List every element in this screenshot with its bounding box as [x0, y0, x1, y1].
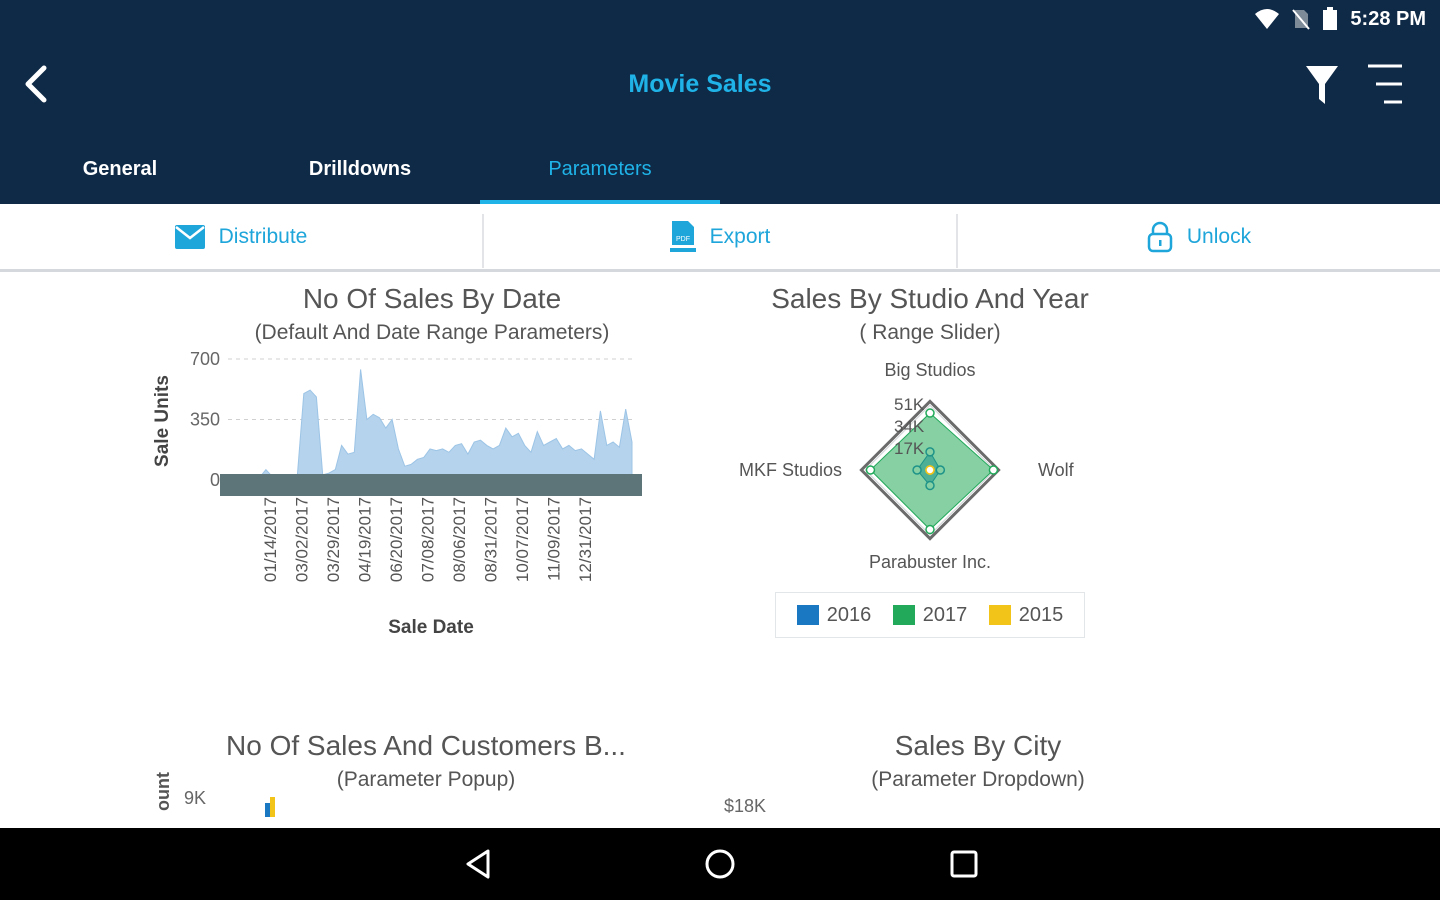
svg-text:PDF: PDF — [676, 236, 690, 243]
axis-label-big-studios: Big Studios — [884, 360, 975, 380]
sales-by-date-chart[interactable]: 700 350 0 01/14/2017 03/02/2017 03/29/2017 04/… — [140, 345, 660, 645]
tab-drilldowns[interactable]: Drilldowns — [308, 157, 412, 180]
bar-mark-icon — [265, 797, 275, 817]
axis-label-mkf-studios: MKF Studios — [739, 460, 842, 480]
axis-label-y: ount — [153, 772, 173, 811]
sales-by-studio-radar[interactable]: 51K 34K 17K Big Studios Wolf Parabuster Inc. M… — [710, 350, 1090, 580]
x-tick-label: 11/09/2017 — [545, 497, 564, 581]
pdf-file-icon: PDF — [669, 221, 696, 252]
axis-label-parabuster: Parabuster Inc. — [869, 552, 991, 572]
legend-swatch — [892, 605, 915, 625]
lock-icon — [1147, 221, 1173, 253]
legend-label: 2016 — [826, 603, 872, 626]
tab-general[interactable]: General — [82, 157, 158, 180]
unlock-button[interactable]: Unlock — [958, 204, 1440, 270]
y-tick-label: 350 — [190, 410, 220, 430]
home-icon[interactable] — [704, 848, 736, 880]
divider — [482, 214, 484, 268]
menu-icon[interactable] — [1364, 62, 1406, 106]
chart-subtitle: (Default And Date Range Parameters) — [254, 321, 610, 344]
x-tick-label: 01/14/2017 — [261, 497, 280, 582]
legend-item[interactable]: 2016 — [796, 603, 872, 627]
legend-item[interactable]: 2017 — [892, 603, 968, 627]
axis-label-wolf: Wolf — [1038, 460, 1075, 480]
chart-title: No Of Sales And Customers B... — [226, 730, 626, 761]
x-tick-label: 12/31/2017 — [576, 497, 595, 582]
x-tick-label: 07/08/2017 — [419, 497, 438, 582]
unlock-label: Unlock — [1186, 225, 1252, 248]
date-range-slider — [220, 474, 642, 496]
legend-item[interactable]: 2015 — [988, 603, 1064, 627]
distribute-label: Distribute — [218, 225, 308, 248]
radar-tick-label: 17K — [894, 439, 925, 458]
x-tick-label: 08/31/2017 — [482, 497, 501, 582]
tab-parameters[interactable]: Parameters — [480, 134, 720, 204]
radar-point — [865, 465, 876, 475]
envelope-icon — [174, 225, 205, 249]
system-nav-bar — [0, 828, 1440, 900]
action-bar: Distribute PDF Export Unlock — [0, 204, 1440, 272]
radar-point — [988, 465, 999, 475]
y-tick-label: 0 — [210, 470, 220, 490]
sales-area-series — [228, 369, 633, 481]
legend-swatch — [988, 605, 1011, 625]
page-title: Movie Sales — [628, 70, 772, 98]
wifi-icon — [1255, 9, 1280, 29]
y-tick-label: $18K — [724, 796, 767, 816]
export-button[interactable]: PDF Export — [484, 204, 956, 270]
no-sim-icon — [1292, 9, 1311, 30]
legend-label: 2017 — [922, 603, 968, 626]
distribute-button[interactable]: Distribute — [0, 204, 482, 270]
chart-title: No Of Sales By Date — [302, 283, 562, 314]
x-axis-title: Sale Date — [388, 617, 474, 638]
battery-icon — [1323, 7, 1338, 30]
radar-point — [925, 524, 935, 535]
tab-bar: General Drilldowns Parameters — [0, 134, 1440, 204]
radar-legend: 2016 2017 2015 — [775, 592, 1085, 638]
x-tick-label: 08/06/2017 — [450, 497, 469, 582]
recents-icon[interactable] — [948, 848, 980, 880]
x-tick-label: 10/07/2017 — [513, 497, 532, 582]
chart-title: Sales By City — [894, 730, 1062, 761]
radar-point — [925, 408, 935, 418]
x-tick-label: 03/02/2017 — [293, 497, 312, 582]
status-bar: 5:28 PM — [0, 0, 1440, 38]
filter-icon[interactable] — [1304, 64, 1340, 106]
status-time: 5:28 PM — [1350, 7, 1426, 30]
back-icon[interactable] — [462, 848, 494, 880]
y-tick-label: 9K — [184, 788, 207, 808]
y-axis-title: Sale Units — [152, 375, 173, 467]
radar-frame — [859, 399, 1001, 541]
radar-tick-label: 51K — [894, 395, 925, 414]
y-tick-label: 700 — [190, 349, 220, 369]
export-label: Export — [709, 225, 771, 248]
back-arrow-icon[interactable] — [20, 64, 52, 104]
divider — [956, 214, 958, 268]
app-bar: Movie Sales — [0, 38, 1440, 134]
legend-label: 2015 — [1018, 603, 1064, 626]
chart-subtitle: (Parameter Dropdown) — [871, 768, 1085, 791]
chart-title: Sales By Studio And Year — [771, 283, 1089, 314]
x-tick-label: 03/29/2017 — [324, 497, 343, 582]
x-tick-label: 04/19/2017 — [356, 497, 375, 582]
x-tick-label: 06/20/2017 — [387, 497, 406, 582]
chart-subtitle: ( Range Slider) — [859, 321, 1001, 344]
chart-subtitle: (Parameter Popup) — [336, 768, 516, 791]
radar-tick-label: 34K — [894, 417, 925, 436]
legend-swatch — [796, 605, 819, 625]
radar-point — [925, 465, 935, 475]
